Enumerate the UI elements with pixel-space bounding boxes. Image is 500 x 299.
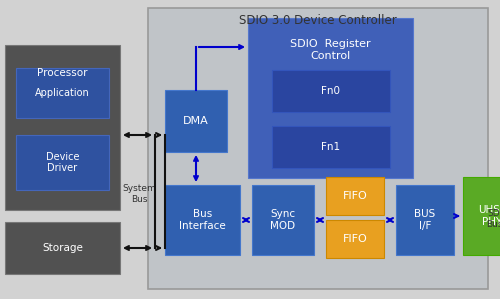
Text: UHS-I
PHY: UHS-I PHY bbox=[478, 205, 500, 227]
Text: SDIO  Register
Control: SDIO Register Control bbox=[290, 39, 371, 61]
FancyBboxPatch shape bbox=[165, 90, 227, 152]
FancyBboxPatch shape bbox=[396, 185, 454, 255]
Text: SD
Bus: SD Bus bbox=[486, 209, 500, 229]
Text: SDIO 3.0 Device Controller: SDIO 3.0 Device Controller bbox=[239, 14, 397, 27]
FancyBboxPatch shape bbox=[148, 8, 488, 289]
FancyBboxPatch shape bbox=[165, 185, 240, 255]
FancyBboxPatch shape bbox=[326, 220, 384, 258]
FancyBboxPatch shape bbox=[272, 70, 390, 112]
Text: Application: Application bbox=[35, 88, 90, 98]
FancyBboxPatch shape bbox=[16, 135, 109, 190]
Text: Storage: Storage bbox=[42, 243, 83, 253]
Text: Processor: Processor bbox=[37, 68, 88, 77]
Text: Fn0: Fn0 bbox=[322, 86, 340, 96]
FancyBboxPatch shape bbox=[272, 126, 390, 168]
Text: System
Bus: System Bus bbox=[122, 184, 156, 204]
Text: Fn1: Fn1 bbox=[322, 142, 340, 152]
Text: BUS
I/F: BUS I/F bbox=[414, 209, 436, 231]
FancyBboxPatch shape bbox=[326, 177, 384, 215]
FancyBboxPatch shape bbox=[248, 18, 413, 178]
Text: DMA: DMA bbox=[183, 116, 209, 126]
FancyBboxPatch shape bbox=[16, 68, 109, 118]
Text: FIFO: FIFO bbox=[342, 234, 367, 244]
FancyBboxPatch shape bbox=[5, 45, 120, 210]
FancyBboxPatch shape bbox=[5, 222, 120, 274]
FancyBboxPatch shape bbox=[252, 185, 314, 255]
Text: Sync
MOD: Sync MOD bbox=[270, 209, 295, 231]
FancyBboxPatch shape bbox=[463, 177, 500, 255]
Text: Bus
Interface: Bus Interface bbox=[179, 209, 226, 231]
Text: FIFO: FIFO bbox=[342, 191, 367, 201]
Text: Device
Driver: Device Driver bbox=[46, 152, 79, 173]
